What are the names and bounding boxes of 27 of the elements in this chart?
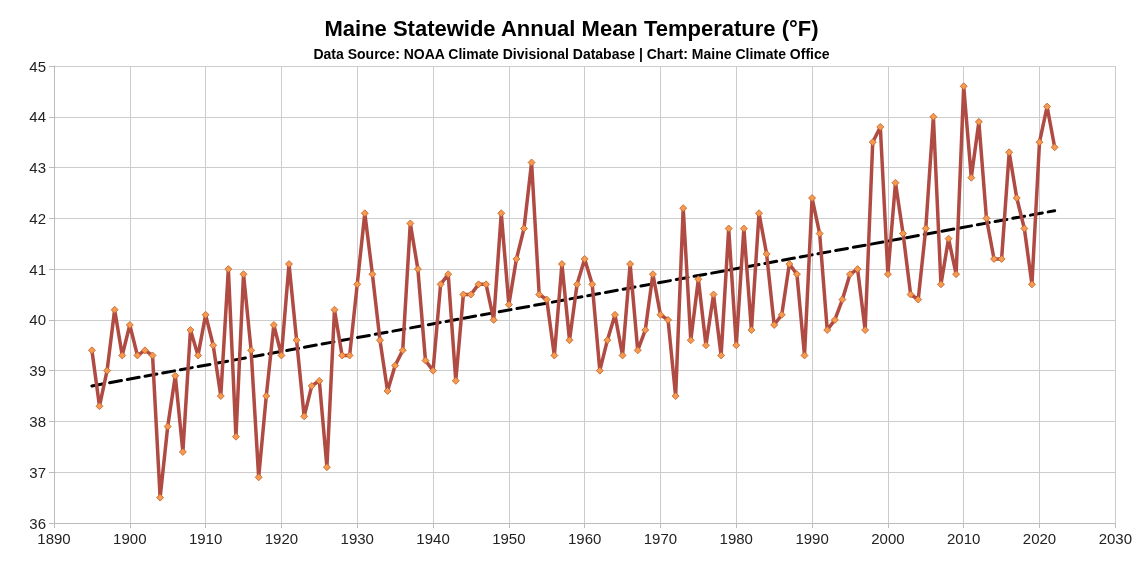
x-tick-label: 1930	[340, 530, 374, 547]
x-tick-label: 1920	[264, 530, 299, 547]
x-tick-label: 1910	[188, 530, 223, 547]
chart-title: Maine Statewide Annual Mean Temperature (°F)	[324, 15, 819, 41]
x-tick-label: 2030	[1098, 530, 1132, 547]
x-tick-label: 1950	[492, 530, 526, 547]
y-tick-label: 42	[29, 209, 46, 227]
x-tick-label: 1990	[795, 530, 829, 547]
x-tick-label: 2000	[871, 530, 905, 547]
x-tick-label: 1970	[643, 530, 678, 547]
x-tick-label: 1960	[567, 530, 602, 547]
y-tick-label: 45	[29, 57, 46, 75]
y-tick-label: 44	[29, 108, 46, 126]
y-tick-label: 38	[29, 412, 46, 430]
y-tick-label: 39	[29, 362, 46, 380]
y-tick-label: 40	[29, 311, 46, 329]
x-tick-label: 2010	[947, 530, 981, 547]
x-tick-label: 1980	[719, 530, 753, 547]
y-tick-label: 43	[29, 159, 46, 177]
y-tick-label: 37	[29, 463, 46, 481]
chart-subtitle: Data Source: NOAA Climate Divisional Database | Chart: Maine Climate Office	[313, 46, 830, 62]
y-tick-label: 36	[29, 514, 46, 532]
x-tick-label: 1900	[113, 530, 147, 547]
x-tick-label: 2020	[1022, 530, 1057, 547]
x-tick-label: 1940	[416, 530, 450, 547]
y-tick-label: 41	[29, 260, 46, 278]
x-tick-label: 1890	[37, 530, 71, 547]
